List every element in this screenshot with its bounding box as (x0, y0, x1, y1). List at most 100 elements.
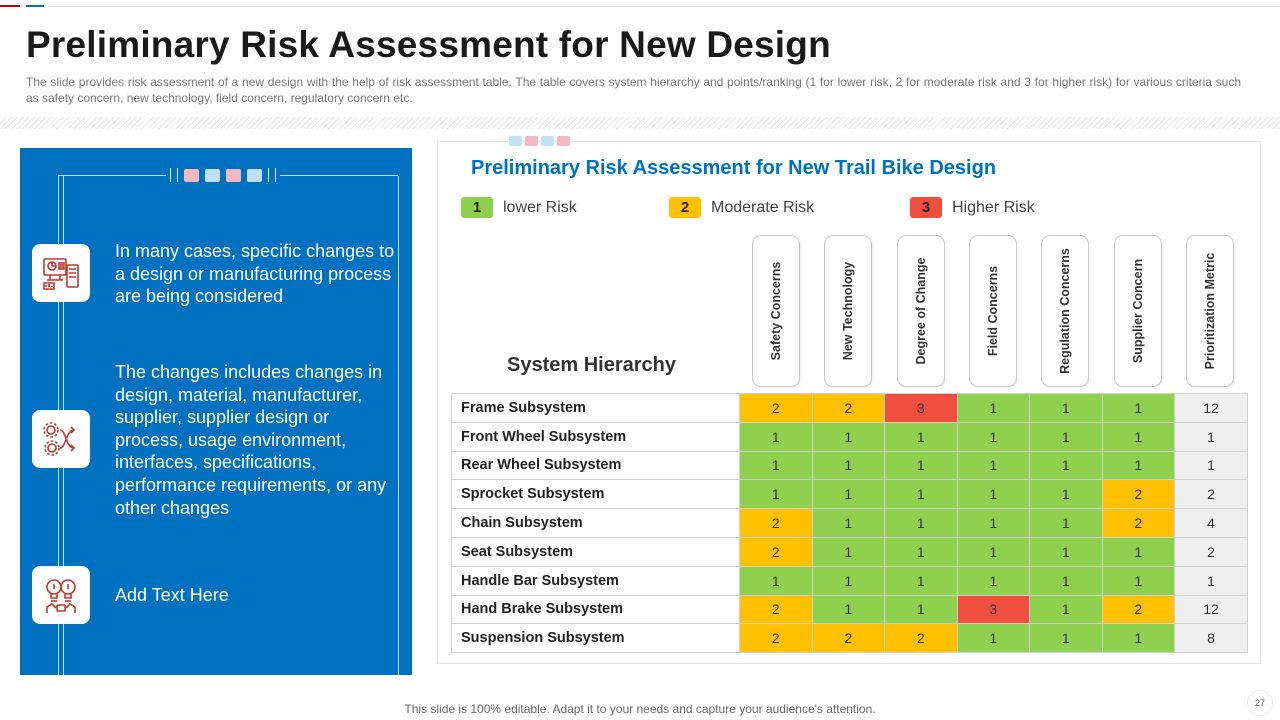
risk-score-cell: 2 (811, 393, 885, 423)
risk-score-cell: 1 (739, 421, 813, 452)
column-header: Degree of Change (897, 235, 945, 387)
risk-score-cell: 1 (1101, 623, 1175, 654)
column-header: Field Concerns (969, 235, 1017, 387)
risk-table: Frame Subsystem 2 2 3 1 1 1 12 Front Wheel Subsy… (451, 393, 1248, 654)
risk-score-cell: 1 (1029, 594, 1103, 625)
prioritization-metric-cell: 2 (1174, 479, 1248, 510)
column-header: Supplier Concern (1114, 235, 1162, 387)
risk-score-cell: 1 (884, 508, 958, 538)
risk-score-cell: 2 (1101, 479, 1175, 510)
table-row: Hand Brake Subsystem 2 1 1 3 1 2 12 (451, 594, 1248, 625)
risk-score-cell: 1 (884, 421, 958, 452)
table-row: Suspension Subsystem 2 2 2 1 1 1 8 (451, 623, 1248, 654)
risk-score-cell: 3 (956, 594, 1030, 625)
risk-score-cell: 2 (739, 536, 813, 567)
panel-frame-line (398, 176, 399, 675)
risk-score-cell: 2 (739, 508, 813, 538)
risk-score-cell: 3 (884, 393, 958, 423)
ideas-bulbs-icon (32, 566, 90, 624)
legend-label: Moderate Risk (711, 198, 815, 216)
subsystem-name: Frame Subsystem (451, 393, 740, 423)
legend-badge: 1 (461, 197, 493, 218)
risk-score-cell: 1 (1029, 536, 1103, 567)
risk-score-cell: 1 (1101, 565, 1175, 596)
risk-score-cell: 1 (956, 536, 1030, 567)
risk-score-cell: 1 (956, 623, 1030, 654)
risk-score-cell: 1 (956, 479, 1030, 510)
risk-score-cell: 1 (811, 450, 885, 481)
subsystem-name: Hand Brake Subsystem (451, 594, 740, 625)
risk-score-cell: 1 (956, 393, 1030, 423)
risk-score-cell: 1 (811, 536, 885, 567)
panel-header-decoration (166, 166, 280, 184)
prioritization-metric-cell: 12 (1174, 393, 1248, 423)
risk-score-cell: 1 (739, 565, 813, 596)
table-row: Seat Subsystem 2 1 1 1 1 1 2 (451, 536, 1248, 567)
risk-score-cell: 1 (884, 536, 958, 567)
subsystem-name: Seat Subsystem (451, 536, 740, 567)
hatch-divider (0, 117, 1280, 129)
risk-score-cell: 2 (884, 623, 958, 654)
prioritization-metric-cell: 1 (1174, 450, 1248, 481)
page-number: 27 (1247, 690, 1273, 716)
risk-score-cell: 1 (739, 479, 813, 510)
risk-score-cell: 2 (739, 393, 813, 423)
risk-score-cell: 2 (739, 594, 813, 625)
table-row: Front Wheel Subsystem 1 1 1 1 1 1 1 (451, 421, 1248, 452)
column-header: Regulation Concerns (1041, 235, 1089, 387)
risk-score-cell: 1 (1029, 623, 1103, 654)
risk-score-cell: 1 (1029, 393, 1103, 423)
risk-score-cell: 1 (1029, 565, 1103, 596)
risk-score-cell: 1 (811, 594, 885, 625)
top-accent-blue (26, 5, 44, 7)
system-hierarchy-header: System Hierarchy (507, 354, 676, 376)
table-row: Sprocket Subsystem 1 1 1 1 1 2 2 (451, 479, 1248, 510)
risk-score-cell: 1 (1029, 450, 1103, 481)
slide-subtitle: The slide provides risk assessment of a … (26, 75, 1241, 105)
risk-score-cell: 2 (1101, 594, 1175, 625)
risk-score-cell: 1 (1029, 479, 1103, 510)
risk-score-cell: 1 (811, 479, 885, 510)
top-rule (48, 6, 1280, 7)
risk-score-cell: 1 (1101, 450, 1175, 481)
legend-label: Higher Risk (952, 198, 1035, 216)
prioritization-metric-cell: 1 (1174, 421, 1248, 452)
prioritization-metric-cell: 2 (1174, 536, 1248, 567)
column-header: Safety Concerns (752, 235, 800, 387)
risk-score-cell: 1 (1101, 421, 1175, 452)
risk-score-cell: 1 (739, 450, 813, 481)
risk-score-cell: 1 (811, 565, 885, 596)
footer-note: This slide is 100% editable. Adapt it to… (404, 702, 876, 716)
risk-score-cell: 1 (956, 450, 1030, 481)
legend-moderate-risk: 2 Moderate Risk (669, 197, 814, 218)
panel-text-1: In many cases, specific changes to a des… (115, 241, 395, 307)
risk-score-cell: 1 (1101, 536, 1175, 567)
prioritization-metric-cell: 8 (1174, 623, 1248, 654)
column-header: New Technology (824, 235, 872, 387)
legend-badge: 2 (669, 197, 701, 218)
subsystem-name: Sprocket Subsystem (451, 479, 740, 510)
legend-higher-risk: 3 Higher Risk (910, 197, 1035, 218)
info-panel: In many cases, specific changes to a des… (20, 148, 412, 675)
slide-title: Preliminary Risk Assessment for New Desi… (26, 24, 831, 65)
risk-score-cell: 1 (1029, 421, 1103, 452)
card-header-decoration (509, 136, 570, 146)
table-row: Rear Wheel Subsystem 1 1 1 1 1 1 1 (451, 450, 1248, 481)
prioritization-metric-cell: 4 (1174, 508, 1248, 538)
subsystem-name: Chain Subsystem (451, 508, 740, 538)
legend-badge: 3 (910, 197, 942, 218)
risk-score-cell: 1 (956, 565, 1030, 596)
table-row: Frame Subsystem 2 2 3 1 1 1 12 (451, 393, 1248, 423)
top-accent-red (0, 5, 20, 7)
gears-arrows-icon (32, 410, 90, 468)
risk-score-cell: 1 (884, 565, 958, 596)
panel-text-3: Add Text Here (115, 585, 229, 605)
panel-text-2: The changes includes changes in design, … (115, 362, 387, 518)
table-title: Preliminary Risk Assessment for New Trai… (471, 157, 997, 179)
table-row: Handle Bar Subsystem 1 1 1 1 1 1 1 (451, 565, 1248, 596)
legend-lower-risk: 1 lower Risk (461, 197, 577, 218)
subsystem-name: Rear Wheel Subsystem (451, 450, 740, 481)
table-row: Chain Subsystem 2 1 1 1 1 2 4 (451, 508, 1248, 538)
risk-score-cell: 1 (956, 508, 1030, 538)
risk-score-cell: 1 (1101, 393, 1175, 423)
